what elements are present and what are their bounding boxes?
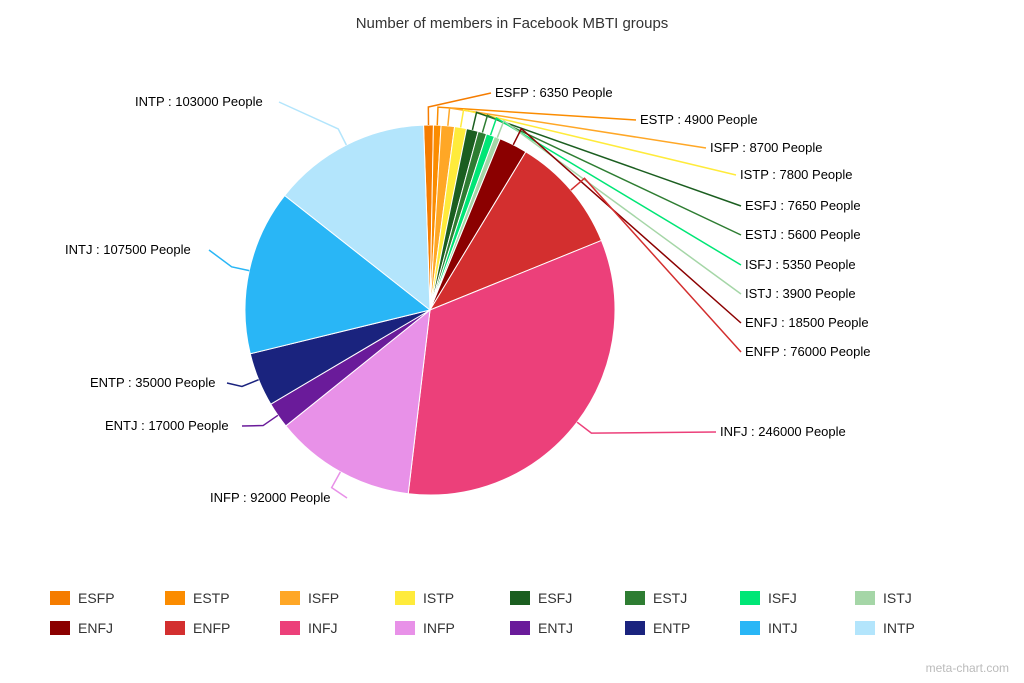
legend-swatch — [395, 591, 415, 605]
legend-swatch — [510, 591, 530, 605]
legend-label: INFJ — [308, 620, 338, 636]
legend-label: ESTP — [193, 590, 230, 606]
leader-entp — [227, 380, 259, 387]
label-enfp: ENFP : 76000 People — [745, 344, 871, 359]
legend-swatch — [855, 591, 875, 605]
legend-item-esfp: ESFP — [50, 583, 165, 613]
pie-chart — [0, 0, 1024, 560]
label-intj: INTJ : 107500 People — [65, 242, 191, 257]
legend-swatch — [740, 621, 760, 635]
legend-swatch — [740, 591, 760, 605]
legend-swatch — [855, 621, 875, 635]
legend-label: ENFP — [193, 620, 230, 636]
label-isfj: ISFJ : 5350 People — [745, 257, 856, 272]
legend-swatch — [280, 621, 300, 635]
legend-swatch — [510, 621, 530, 635]
legend-label: ESFP — [78, 590, 115, 606]
label-isfp: ISFP : 8700 People — [710, 140, 823, 155]
legend-item-entp: ENTP — [625, 613, 740, 643]
legend-item-isfp: ISFP — [280, 583, 395, 613]
legend-swatch — [625, 591, 645, 605]
legend-label: ISFP — [308, 590, 339, 606]
legend-item-istj: ISTJ — [855, 583, 970, 613]
legend-label: INTP — [883, 620, 915, 636]
leader-intp — [279, 102, 346, 145]
legend-item-entj: ENTJ — [510, 613, 625, 643]
legend-item-enfj: ENFJ — [50, 613, 165, 643]
legend-item-istp: ISTP — [395, 583, 510, 613]
legend-label: ENTP — [653, 620, 690, 636]
label-enfj: ENFJ : 18500 People — [745, 315, 869, 330]
label-istj: ISTJ : 3900 People — [745, 286, 856, 301]
legend-label: ISTJ — [883, 590, 912, 606]
legend-swatch — [280, 591, 300, 605]
legend-swatch — [395, 621, 415, 635]
legend: ESFP ESTP ISFP ISTP ESFJ ESTJ ISFJ ISTJ ENFJ ENFP… — [50, 583, 974, 643]
legend-swatch — [165, 621, 185, 635]
leader-infp — [332, 472, 347, 498]
legend-item-intj: INTJ — [740, 613, 855, 643]
label-esfp: ESFP : 6350 People — [495, 85, 613, 100]
legend-label: ISFJ — [768, 590, 797, 606]
label-entj: ENTJ : 17000 People — [105, 418, 229, 433]
watermark: meta-chart.com — [926, 661, 1009, 675]
legend-item-intp: INTP — [855, 613, 970, 643]
legend-item-infj: INFJ — [280, 613, 395, 643]
legend-item-esfj: ESFJ — [510, 583, 625, 613]
legend-label: INTJ — [768, 620, 798, 636]
legend-swatch — [165, 591, 185, 605]
label-entp: ENTP : 35000 People — [90, 375, 216, 390]
leader-intj — [209, 250, 249, 271]
leader-estp — [437, 107, 636, 125]
legend-label: ESTJ — [653, 590, 687, 606]
legend-swatch — [50, 591, 70, 605]
legend-label: ESFJ — [538, 590, 572, 606]
legend-item-estj: ESTJ — [625, 583, 740, 613]
label-istp: ISTP : 7800 People — [740, 167, 853, 182]
leader-entj — [242, 415, 278, 426]
legend-item-isfj: ISFJ — [740, 583, 855, 613]
legend-item-enfp: ENFP — [165, 613, 280, 643]
label-infp: INFP : 92000 People — [210, 490, 330, 505]
legend-swatch — [50, 621, 70, 635]
legend-label: ENTJ — [538, 620, 573, 636]
leader-infj — [577, 422, 716, 433]
legend-label: ENFJ — [78, 620, 113, 636]
legend-label: ISTP — [423, 590, 454, 606]
legend-label: INFP — [423, 620, 455, 636]
label-infj: INFJ : 246000 People — [720, 424, 846, 439]
label-intp: INTP : 103000 People — [135, 94, 263, 109]
label-estp: ESTP : 4900 People — [640, 112, 758, 127]
legend-item-estp: ESTP — [165, 583, 280, 613]
label-estj: ESTJ : 5600 People — [745, 227, 861, 242]
legend-item-infp: INFP — [395, 613, 510, 643]
label-esfj: ESFJ : 7650 People — [745, 198, 861, 213]
legend-swatch — [625, 621, 645, 635]
